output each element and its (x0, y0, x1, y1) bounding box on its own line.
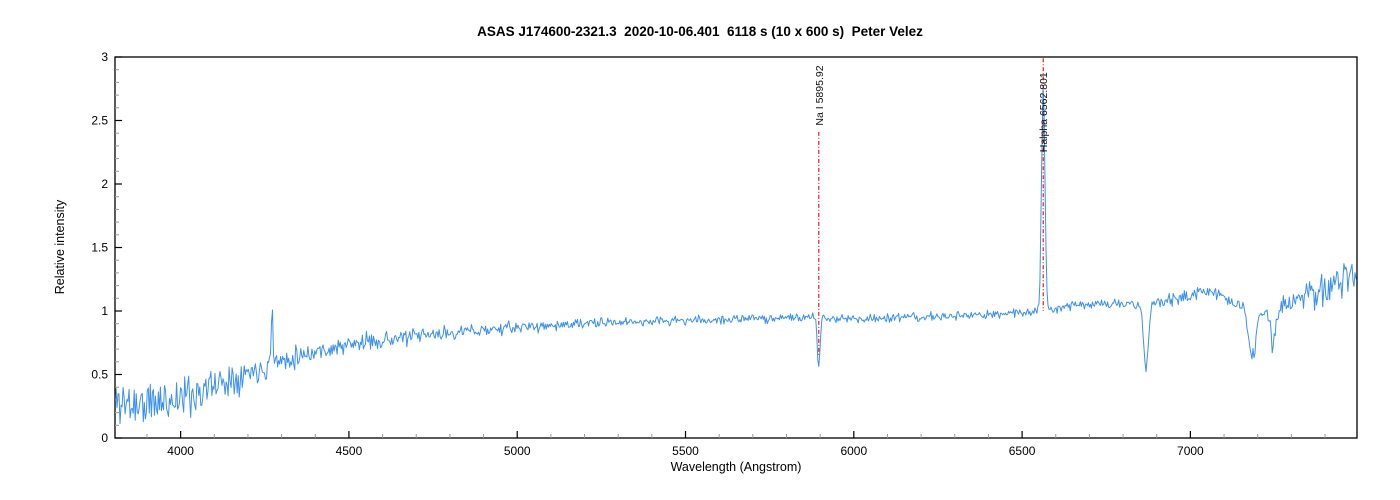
plot-border (114, 56, 1358, 439)
y-tick-label: 0.5 (91, 368, 108, 382)
y-tick-label: 2 (101, 177, 108, 191)
spectrum-line (114, 88, 1358, 425)
x-tick-label: 6000 (840, 444, 867, 458)
x-axis-title: Wavelength (Angstrom) (670, 460, 802, 474)
y-tick-label: 2.5 (91, 114, 108, 128)
x-tick-label: 6500 (1009, 444, 1036, 458)
chart-title: ASAS J174600-2321.3 2020-10-06.401 6118 … (477, 24, 923, 39)
x-tick-label: 5500 (672, 444, 699, 458)
y-axis-title: Relative intensity (53, 199, 67, 295)
x-tick-label: 5000 (504, 444, 531, 458)
y-tick-label: 1 (101, 304, 108, 318)
y-tick-label: 3 (101, 50, 108, 64)
x-tick-label: 7000 (1177, 444, 1204, 458)
y-tick-label: 1.5 (91, 241, 108, 255)
x-tick-label: 4000 (167, 444, 194, 458)
y-tick-label: 0 (101, 431, 108, 445)
annotation-label-0: Na I 5895.92 (814, 65, 826, 125)
annotation-label-1: Halpha 6562.801 (1038, 72, 1050, 152)
x-tick-label: 4500 (336, 444, 363, 458)
